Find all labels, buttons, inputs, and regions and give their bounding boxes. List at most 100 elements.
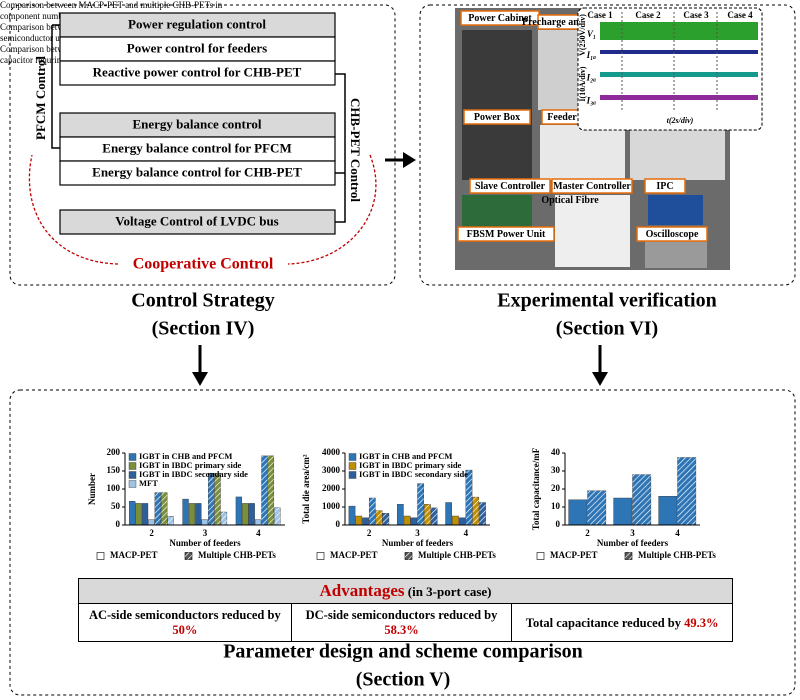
control-label: Energy balance control for PFCM xyxy=(102,140,291,155)
x-tick-label: 2 xyxy=(367,528,372,538)
bar xyxy=(195,503,202,526)
case-label: Case 4 xyxy=(727,10,753,20)
photo-label: IPC xyxy=(656,181,673,192)
waveform-trace xyxy=(600,50,758,54)
legend-swatch xyxy=(316,552,325,560)
advantages-text: Total capacitance reduced by 49.3% xyxy=(526,616,719,631)
waveform-trace xyxy=(600,95,758,100)
x-axis-label: Number of feeders xyxy=(597,538,669,548)
y-axis-label: Total die area/cm² xyxy=(301,454,311,523)
control-label: Reactive power control for CHB-PET xyxy=(93,64,302,79)
bar-hatch xyxy=(214,473,221,525)
x-tick-label: 4 xyxy=(464,528,469,538)
bar xyxy=(403,515,411,526)
control-label: Energy balance control for CHB-PET xyxy=(92,164,302,179)
photo-feeder xyxy=(540,125,625,180)
legend-swatch xyxy=(348,462,357,470)
panel-frame xyxy=(9,4,396,286)
legend-label: MACP-PET xyxy=(330,550,378,560)
waveform-label: I₂ₐ xyxy=(586,73,597,83)
y-tick-label: 0 xyxy=(336,519,341,529)
y-tick-label: 30 xyxy=(551,465,561,475)
advantages-item: Total capacitance reduced by xyxy=(525,615,682,630)
x-tick-label: 3 xyxy=(630,528,635,538)
photo-ipc xyxy=(648,195,703,225)
case-label: Case 3 xyxy=(683,10,709,20)
bar xyxy=(248,503,255,526)
bar xyxy=(254,519,262,526)
photo-label: Feeder xyxy=(547,112,577,123)
x-tick-label: 4 xyxy=(256,528,261,538)
legend-label: MACP-PET xyxy=(110,550,158,560)
bar xyxy=(568,499,588,526)
bar xyxy=(658,496,678,526)
control-box xyxy=(59,112,336,138)
photo-controller xyxy=(555,195,630,267)
y-tick-label: 40 xyxy=(551,447,561,457)
bar-hatch xyxy=(472,497,479,525)
bar-hatch xyxy=(431,507,438,525)
bar xyxy=(188,503,196,526)
control-box xyxy=(59,209,336,235)
bar-hatch xyxy=(267,455,274,525)
bar-hatch xyxy=(208,473,215,525)
bar xyxy=(348,505,356,526)
bar xyxy=(201,519,208,526)
bar-hatch xyxy=(417,483,424,525)
y-tick-label: 150 xyxy=(107,465,121,475)
waveform-group: Case 1 Case 2 Case 3 Case 4 V₁ I₁ₐ I₂ₐ I₃ₐ V(250… xyxy=(577,7,763,131)
waveform-label: I₃ₐ xyxy=(586,96,597,106)
x-tick-label: 4 xyxy=(675,528,680,538)
photo-label-box xyxy=(463,109,531,125)
control-label: Voltage Control of LVDC bus xyxy=(115,213,279,228)
waveform-trace xyxy=(600,72,758,77)
photo-label-box xyxy=(636,226,708,242)
bar xyxy=(397,504,404,526)
bar-hatch xyxy=(369,498,376,525)
cooperative-label: Cooperative Control xyxy=(133,256,274,273)
advantages-cell: AC-side semiconductors reduced by 50% xyxy=(79,604,291,642)
arrow-head xyxy=(192,372,208,386)
photo-label: Precharge and Ac xyxy=(522,17,598,28)
bracket xyxy=(51,24,60,149)
advantages-item: DC-side semiconductors reduced by xyxy=(305,608,498,622)
control-box xyxy=(59,12,336,38)
advantages-row: AC-side semiconductors reduced by 50% DC-… xyxy=(79,604,732,642)
legend-label: IGBT in CHB and PFCM xyxy=(139,451,232,461)
panel-frame xyxy=(419,4,796,286)
advantages-note: (in 3-port case) xyxy=(407,584,492,599)
legend-hatch xyxy=(185,552,192,560)
bar-hatch xyxy=(479,502,486,525)
advantages-item: AC-side semiconductors reduced by xyxy=(88,608,281,622)
section-number: (Section IV) xyxy=(152,318,255,340)
waveform-axis: I(10A/div) xyxy=(578,66,587,101)
y-tick-label: 4000 xyxy=(322,447,341,457)
bar-hatch xyxy=(274,507,281,525)
bar xyxy=(458,517,466,526)
control-label: Power control for feeders xyxy=(127,40,267,55)
photo-cabinet xyxy=(462,30,532,180)
section-title: Parameter design and scheme comparison xyxy=(223,641,583,663)
bar xyxy=(182,498,189,526)
photo-label-box xyxy=(457,226,555,242)
bar xyxy=(613,497,633,526)
section-number: (Section V) xyxy=(356,669,451,691)
cooperative-arc xyxy=(287,154,377,265)
legend-swatch xyxy=(348,453,357,461)
control-label: Energy balance control xyxy=(132,116,261,131)
photo-board xyxy=(462,195,532,230)
legend-hatch xyxy=(405,552,412,560)
side-label: PFCM Control xyxy=(33,56,48,140)
legend-label: IGBT in CHB and PFCM xyxy=(359,451,452,461)
bar-hatch xyxy=(382,513,389,525)
photo-label: Slave Controller xyxy=(475,181,546,192)
section-number: (Section VI) xyxy=(556,318,658,340)
advantages-cell: Total capacitance reduced by 49.3% xyxy=(511,604,732,642)
section-title: Control Strategy xyxy=(131,290,275,312)
bar xyxy=(445,502,452,526)
photo-label: Power Box xyxy=(474,112,520,123)
section-title: Experimental verification xyxy=(497,290,716,312)
y-tick-label: 100 xyxy=(107,483,121,493)
legend-hatch xyxy=(625,552,632,560)
